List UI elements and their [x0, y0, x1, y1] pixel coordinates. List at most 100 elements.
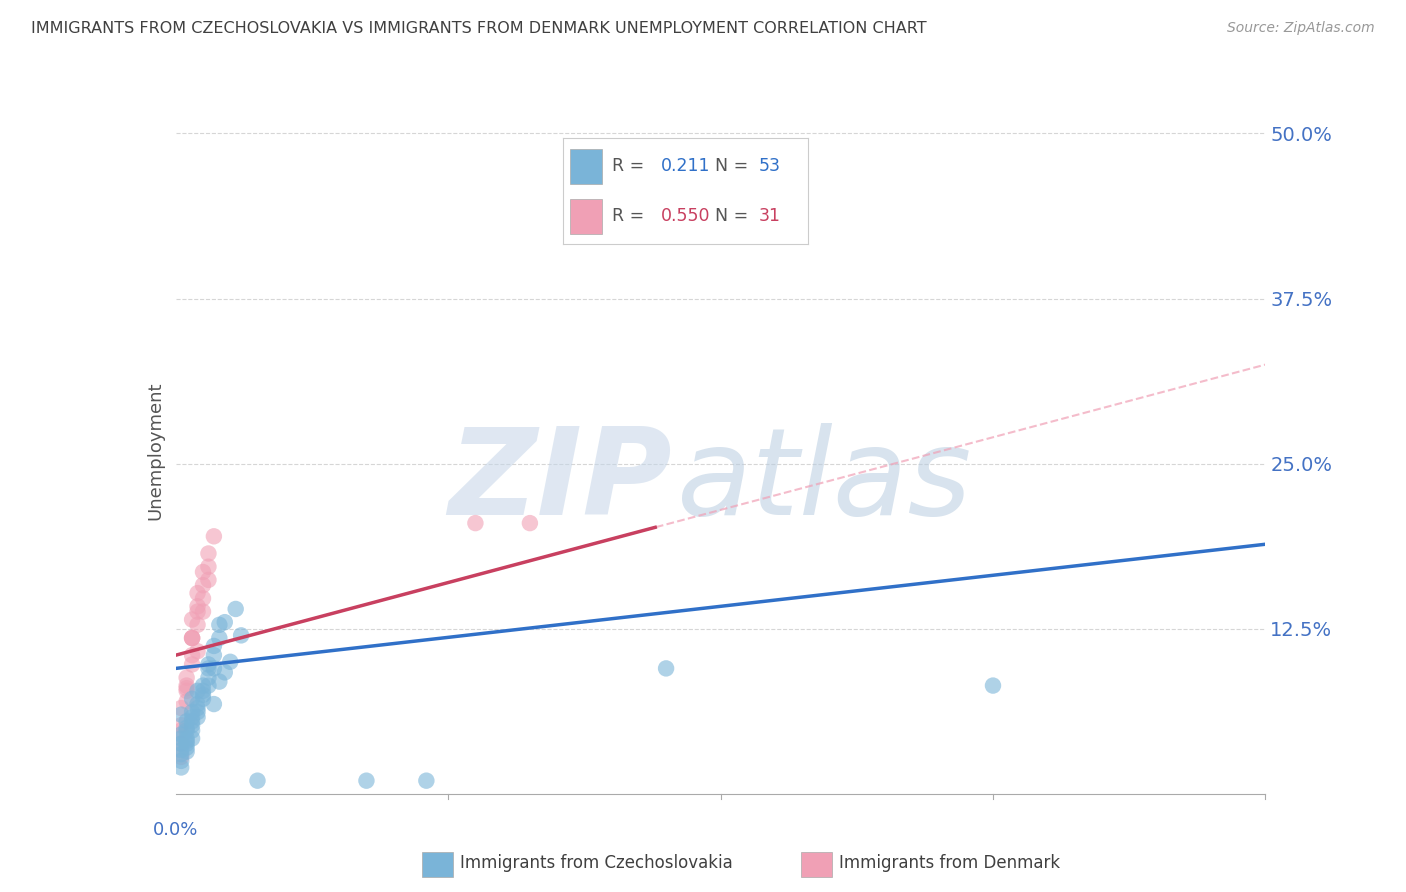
Point: [197, 671, 219, 685]
Point: [186, 697, 209, 711]
Point: [186, 710, 209, 724]
Point: [181, 631, 204, 645]
Point: [191, 691, 214, 706]
Text: Source: ZipAtlas.com: Source: ZipAtlas.com: [1227, 21, 1375, 35]
Text: ZIP: ZIP: [447, 423, 672, 540]
FancyBboxPatch shape: [569, 149, 602, 184]
Y-axis label: Unemployment: Unemployment: [146, 381, 165, 520]
Point: [176, 714, 198, 729]
Point: [170, 723, 193, 738]
Point: [197, 546, 219, 561]
Point: [191, 688, 214, 702]
Point: [191, 578, 214, 592]
Point: [176, 731, 198, 746]
Text: 0.0%: 0.0%: [153, 822, 198, 839]
Point: [225, 602, 247, 616]
Point: [186, 599, 209, 614]
Point: [186, 683, 209, 698]
Point: [186, 701, 209, 715]
Point: [181, 714, 204, 729]
Point: [170, 760, 193, 774]
Point: [981, 679, 1004, 693]
Point: [214, 615, 236, 630]
Point: [181, 691, 204, 706]
Point: [202, 697, 225, 711]
Text: R =: R =: [612, 157, 650, 175]
Point: [181, 710, 204, 724]
Text: N =: N =: [714, 207, 754, 225]
Point: [208, 674, 231, 689]
Text: 53: 53: [759, 157, 780, 175]
Point: [170, 743, 193, 757]
Point: [186, 705, 209, 719]
Point: [176, 734, 198, 748]
Point: [197, 573, 219, 587]
Text: 0.211: 0.211: [661, 157, 710, 175]
Point: [181, 657, 204, 672]
Point: [186, 644, 209, 658]
Point: [186, 617, 209, 632]
Point: [202, 639, 225, 653]
Point: [181, 631, 204, 645]
Point: [186, 586, 209, 600]
Point: [176, 740, 198, 755]
Point: [202, 661, 225, 675]
Point: [231, 628, 253, 642]
Point: [186, 605, 209, 619]
Point: [202, 529, 225, 543]
Point: [181, 705, 204, 719]
Text: 0.550: 0.550: [661, 207, 710, 225]
Point: [176, 694, 198, 708]
Point: [176, 723, 198, 738]
Point: [170, 747, 193, 762]
Text: atlas: atlas: [678, 423, 973, 540]
Text: R =: R =: [612, 207, 650, 225]
Point: [519, 516, 541, 530]
Point: [170, 727, 193, 741]
Point: [176, 737, 198, 751]
Text: 31: 31: [759, 207, 780, 225]
Text: N =: N =: [714, 157, 754, 175]
Point: [655, 661, 678, 675]
Point: [181, 613, 204, 627]
Point: [176, 681, 198, 696]
Point: [176, 683, 198, 698]
Point: [197, 661, 219, 675]
Point: [181, 718, 204, 732]
Point: [176, 671, 198, 685]
Point: [170, 737, 193, 751]
Point: [356, 773, 378, 788]
Point: [197, 679, 219, 693]
Point: [191, 565, 214, 579]
FancyBboxPatch shape: [569, 199, 602, 234]
Text: IMMIGRANTS FROM CZECHOSLOVAKIA VS IMMIGRANTS FROM DENMARK UNEMPLOYMENT CORRELATI: IMMIGRANTS FROM CZECHOSLOVAKIA VS IMMIGR…: [31, 21, 927, 36]
Point: [214, 665, 236, 680]
Point: [170, 718, 193, 732]
Point: [170, 707, 193, 722]
Point: [170, 737, 193, 751]
Point: [170, 701, 193, 715]
Point: [246, 773, 269, 788]
Point: [181, 731, 204, 746]
Point: [181, 648, 204, 663]
Point: [202, 648, 225, 663]
Point: [219, 655, 242, 669]
Point: [170, 731, 193, 746]
Point: [208, 617, 231, 632]
Point: [464, 516, 486, 530]
Point: [176, 745, 198, 759]
Point: [197, 657, 219, 672]
Point: [415, 773, 437, 788]
Point: [191, 683, 214, 698]
Point: [191, 679, 214, 693]
Point: [170, 754, 193, 768]
Text: Immigrants from Czechoslovakia: Immigrants from Czechoslovakia: [460, 855, 733, 872]
Point: [191, 591, 214, 606]
Point: [181, 631, 204, 645]
Point: [181, 723, 204, 738]
Point: [176, 679, 198, 693]
Point: [176, 721, 198, 735]
Text: Immigrants from Denmark: Immigrants from Denmark: [839, 855, 1060, 872]
Point: [170, 750, 193, 764]
Point: [208, 631, 231, 645]
